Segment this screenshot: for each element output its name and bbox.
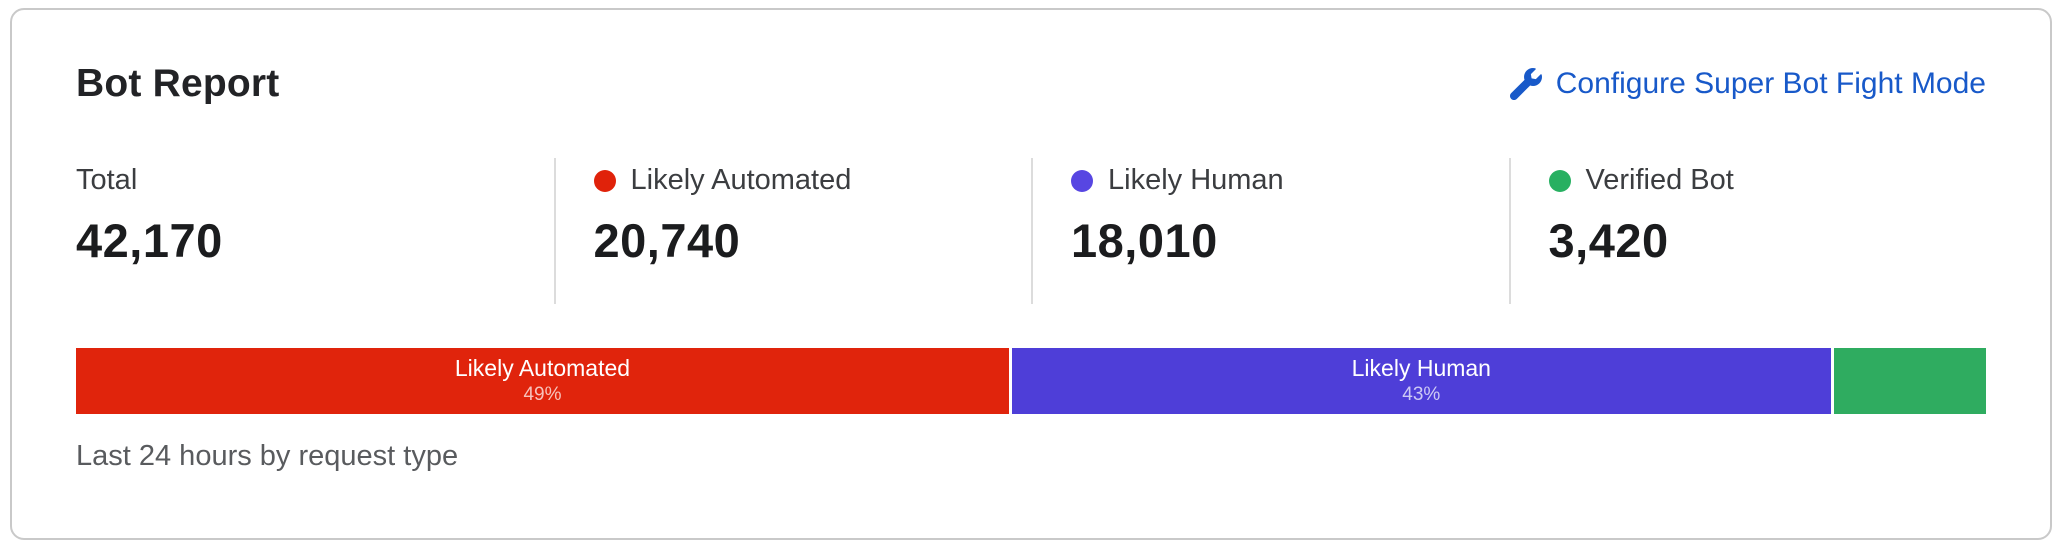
stat-value: 18,010 xyxy=(1071,214,1218,267)
stat-likely-automated: Likely Automated 20,740 xyxy=(553,158,1032,304)
card-header: Bot Report Configure Super Bot Fight Mod… xyxy=(76,62,1986,106)
page-title: Bot Report xyxy=(76,62,280,105)
configure-link-label[interactable]: Configure Super Bot Fight Mode xyxy=(1555,67,1986,100)
bot-report-card: Bot Report Configure Super Bot Fight Mod… xyxy=(10,8,2052,540)
stat-label: Likely Human xyxy=(1108,164,1284,196)
segment-label: Likely Human xyxy=(1351,354,1491,381)
bar-segment-likely-automated: Likely Automated 49% xyxy=(76,348,1009,414)
segment-label: Likely Automated xyxy=(454,354,631,381)
wrench-icon[interactable] xyxy=(1509,68,1542,100)
stats-row: Total 42,170 Likely Automated 20,740 Lik… xyxy=(76,158,1986,304)
stat-label: Verified Bot xyxy=(1585,164,1734,196)
configure-super-bot-fight-mode-link[interactable]: Configure Super Bot Fight Mode xyxy=(1509,67,1986,101)
stat-value: 42,170 xyxy=(76,214,223,267)
stat-likely-human: Likely Human 18,010 xyxy=(1031,158,1509,304)
stat-label: Likely Automated xyxy=(630,164,852,196)
bar-segment-likely-human: Likely Human 43% xyxy=(1011,348,1831,414)
verified-bot-dot-icon xyxy=(1548,169,1571,192)
bar-segment-verified-bot: Verified Bot 8% xyxy=(1833,348,1986,414)
stat-value: 3,420 xyxy=(1548,214,1669,267)
stat-verified-bot: Verified Bot 3,420 xyxy=(1508,158,1987,304)
stat-label: Total xyxy=(76,164,138,196)
segment-percent: 43% xyxy=(1402,384,1441,406)
request-type-stacked-bar: Likely Automated 49% Likely Human 43% Ve… xyxy=(76,348,1986,414)
segment-percent: 49% xyxy=(523,384,562,406)
time-range-caption: Last 24 hours by request type xyxy=(76,440,459,472)
stat-value: 20,740 xyxy=(593,214,741,267)
likely-automated-dot-icon xyxy=(593,169,616,192)
stat-total: Total 42,170 xyxy=(76,158,554,304)
likely-human-dot-icon xyxy=(1071,169,1093,192)
